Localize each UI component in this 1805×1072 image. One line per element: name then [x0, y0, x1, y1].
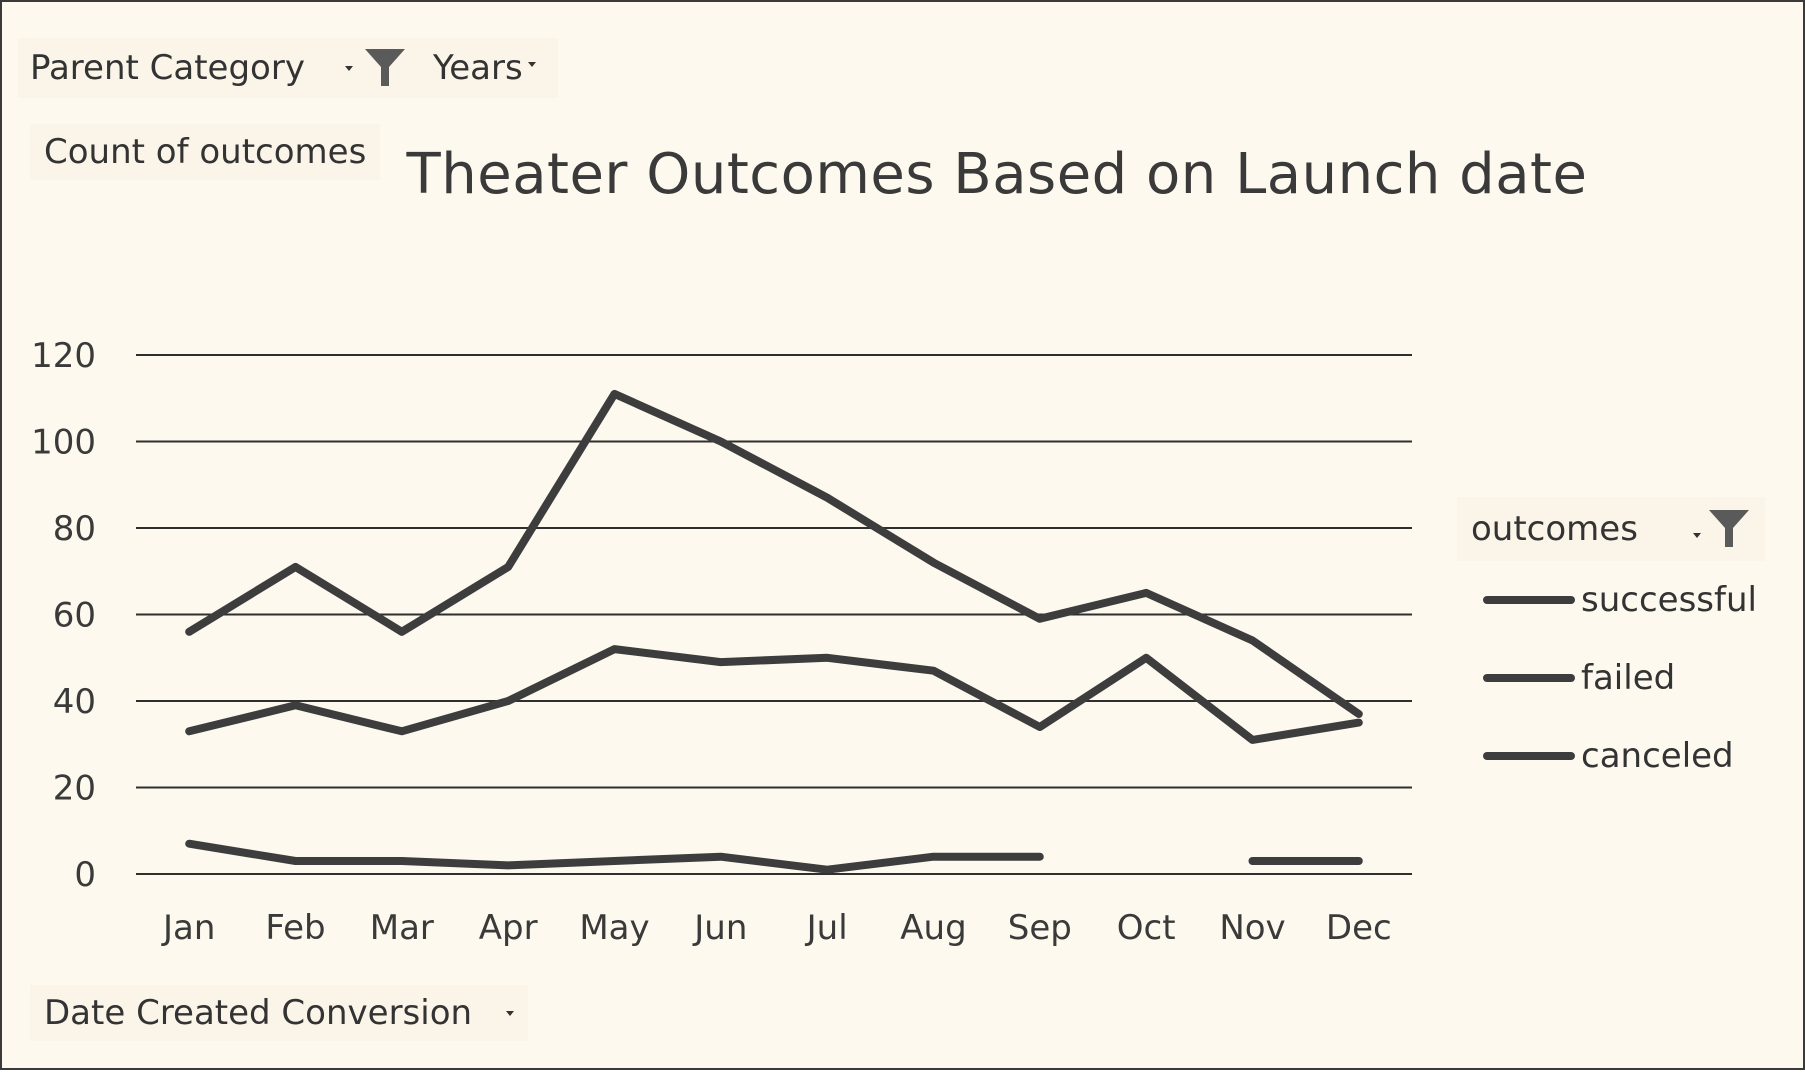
outcomes-label: outcomes — [1471, 509, 1638, 549]
years-dropdown-button[interactable] — [520, 46, 548, 82]
legend-label: successful — [1581, 580, 1757, 620]
x-tick-label: May — [579, 908, 649, 948]
y-tick-label: 120 — [31, 336, 96, 376]
x-tick-label: Oct — [1117, 908, 1176, 948]
y-tick-label: 40 — [53, 682, 96, 722]
outcomes-filter-button[interactable]: outcomes — [1457, 497, 1765, 561]
funnel-icon — [1709, 510, 1749, 547]
years-label: Years — [432, 48, 523, 88]
x-tick-label: Nov — [1219, 908, 1285, 948]
value-field-button[interactable]: Count of outcomes — [30, 124, 381, 180]
x-tick-label: Jul — [805, 908, 848, 948]
value-field-label: Count of outcomes — [44, 132, 367, 172]
x-tick-label: Dec — [1326, 908, 1392, 948]
x-tick-label: Aug — [900, 908, 966, 948]
y-tick-label: 20 — [53, 769, 96, 809]
legend: outcomes successful failed canceled — [1457, 497, 1767, 795]
legend-label: failed — [1581, 658, 1676, 698]
y-tick-label: 80 — [53, 509, 96, 549]
x-tick-label: Apr — [479, 908, 538, 948]
legend-item-canceled[interactable]: canceled — [1457, 717, 1767, 795]
axis-field-label: Date Created Conversion — [44, 993, 473, 1033]
parent-category-label: Parent Category — [30, 48, 305, 88]
x-tick-label: Sep — [1008, 908, 1072, 948]
y-tick-label: 0 — [74, 855, 96, 895]
x-tick-label: Feb — [265, 908, 325, 948]
series-line-canceled — [185, 839, 1044, 874]
axis-field-button[interactable]: Date Created Conversion — [30, 985, 529, 1041]
legend-label: canceled — [1581, 736, 1734, 776]
legend-item-successful[interactable]: successful — [1457, 561, 1767, 639]
chevron-down-icon — [528, 62, 536, 67]
legend-swatch — [1483, 596, 1575, 604]
x-tick-label: Jan — [161, 908, 215, 948]
x-tick-label: Jun — [692, 908, 747, 948]
chevron-down-icon — [506, 1010, 515, 1016]
y-tick-label: 100 — [31, 423, 96, 463]
parent-category-filter-button[interactable]: Parent Category Years — [18, 38, 558, 98]
funnel-icon — [364, 49, 405, 86]
chevron-down-icon — [1693, 532, 1701, 538]
legend-swatch — [1483, 674, 1575, 682]
series-line-failed — [185, 645, 1363, 744]
legend-item-failed[interactable]: failed — [1457, 639, 1767, 717]
chevron-down-icon — [344, 65, 353, 71]
x-tick-label: Mar — [370, 908, 434, 948]
y-tick-label: 60 — [53, 596, 96, 636]
series-line-successful — [185, 389, 1363, 718]
chart-title: Theater Outcomes Based on Launch date — [406, 142, 1588, 207]
legend-swatch — [1483, 752, 1575, 760]
